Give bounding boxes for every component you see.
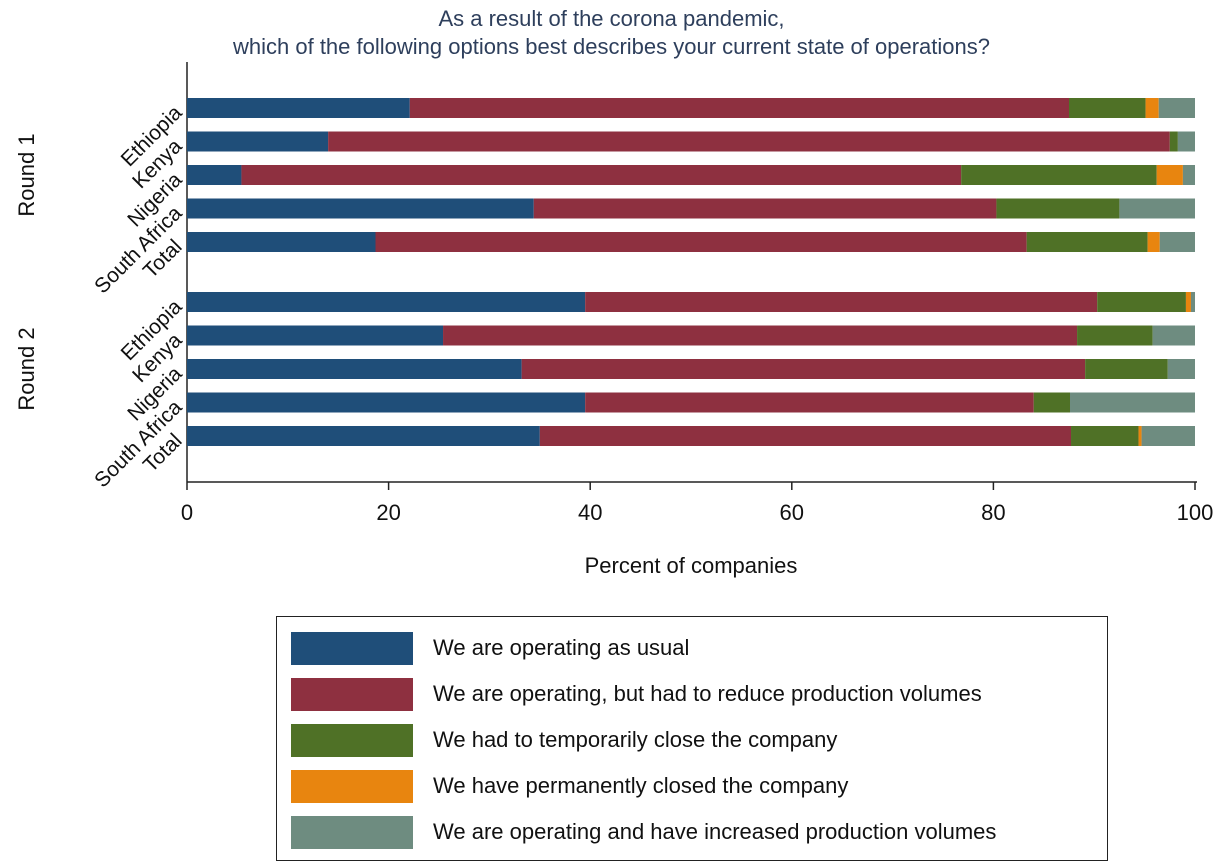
bar-segment — [1138, 426, 1142, 446]
bar-segment — [585, 392, 1034, 413]
x-tick-label: 0 — [181, 500, 193, 525]
bar-segment — [187, 131, 329, 152]
bar-segment — [187, 359, 522, 379]
bar-segment — [1141, 426, 1195, 446]
legend-swatch — [291, 815, 413, 849]
legend-item: We had to temporarily close the company — [291, 723, 837, 757]
bar-segment — [1069, 98, 1146, 118]
bar-segment — [375, 232, 1027, 252]
bar-segment — [1026, 232, 1148, 252]
bar-segment — [539, 426, 1072, 446]
bar-segment — [187, 292, 586, 312]
bar-segment — [1177, 131, 1195, 152]
legend-item: We have permanently closed the company — [291, 769, 848, 803]
legend-label: We had to temporarily close the company — [433, 727, 838, 752]
bar-segment — [1085, 359, 1168, 379]
bar-segment — [1119, 198, 1195, 219]
bar-segment — [1167, 359, 1195, 379]
bar-segment — [1147, 232, 1160, 252]
group-label: Round 2 — [14, 327, 39, 410]
legend-swatch — [291, 723, 413, 757]
bar-segment — [328, 131, 1170, 152]
x-tick-label: 80 — [981, 500, 1005, 525]
chart-legend: We are operating as usual We are operatin… — [276, 616, 1108, 861]
legend-swatch — [291, 631, 413, 665]
bar-segment — [1190, 292, 1195, 312]
x-tick-label: 20 — [376, 500, 400, 525]
bar-segment — [187, 392, 586, 413]
chart-subtitle: which of the following options best desc… — [233, 34, 990, 59]
bar-segment — [1152, 325, 1195, 346]
bar-segment — [521, 359, 1086, 379]
bar-segment — [443, 325, 1078, 346]
bar-segment — [1071, 426, 1139, 446]
legend-item: We are operating as usual — [291, 631, 689, 665]
bar-segment — [1185, 292, 1191, 312]
bar-segment — [187, 426, 540, 446]
legend-swatch — [291, 677, 413, 711]
bar-segment — [187, 232, 376, 252]
bar-segment — [533, 198, 997, 219]
bar-segment — [1033, 392, 1071, 413]
bar-segment — [1070, 392, 1195, 413]
x-axis-label: Percent of companies — [585, 553, 798, 578]
bar-segment — [187, 98, 410, 118]
x-tick-label: 100 — [1177, 500, 1214, 525]
bar-segment — [585, 292, 1098, 312]
x-tick-label: 60 — [780, 500, 804, 525]
bar-segment — [1145, 98, 1159, 118]
bar-segment — [1077, 325, 1153, 346]
bar-segment — [1169, 131, 1178, 152]
bar-segment — [187, 325, 444, 346]
bar-segment — [1156, 165, 1183, 185]
bar-segment — [241, 165, 962, 185]
legend-item: We are operating, but had to reduce prod… — [291, 677, 982, 711]
bar-segment — [996, 198, 1120, 219]
legend-swatch — [291, 769, 413, 803]
group-label: Round 1 — [14, 133, 39, 216]
x-tick-label: 40 — [578, 500, 602, 525]
legend-label: We are operating as usual — [433, 635, 690, 660]
bar-segment — [961, 165, 1157, 185]
legend-item: We are operating and have increased prod… — [291, 815, 996, 849]
bar-segment — [1097, 292, 1186, 312]
legend-label: We are operating, but had to reduce prod… — [433, 681, 982, 706]
bar-segment — [187, 198, 534, 219]
bar-segment — [1159, 232, 1195, 252]
bar-segment — [409, 98, 1069, 118]
legend-label: We are operating and have increased prod… — [433, 819, 997, 844]
legend-label: We have permanently closed the company — [433, 773, 849, 798]
bar-segment — [1158, 98, 1195, 118]
bar-segment — [1182, 165, 1195, 185]
bar-segment — [187, 165, 242, 185]
chart-title: As a result of the corona pandemic, — [438, 6, 785, 31]
